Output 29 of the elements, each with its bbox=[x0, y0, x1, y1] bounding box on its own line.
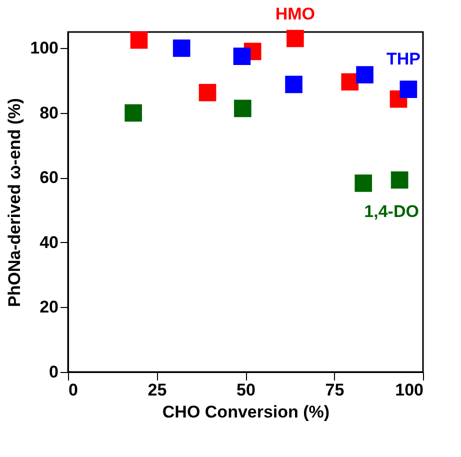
x-tick-label: 75 bbox=[325, 380, 344, 400]
x-tick-label: 25 bbox=[148, 380, 167, 400]
x-tick-label: 50 bbox=[236, 380, 256, 400]
point bbox=[172, 40, 190, 57]
y-tick-label: 60 bbox=[40, 168, 58, 188]
point bbox=[356, 66, 374, 84]
point bbox=[286, 30, 304, 48]
point bbox=[354, 174, 372, 192]
point bbox=[400, 80, 418, 98]
series-label: HMO bbox=[275, 4, 316, 24]
point bbox=[124, 104, 142, 122]
point bbox=[341, 73, 359, 91]
point bbox=[198, 84, 216, 102]
y-tick-label: 40 bbox=[40, 232, 58, 252]
x-axis-title: CHO Conversion (%) bbox=[162, 402, 330, 422]
x-tick-label: 100 bbox=[395, 380, 424, 400]
series-label: THP bbox=[386, 49, 420, 68]
y-axis-title: PhONa-derived ω-end (%) bbox=[5, 98, 24, 307]
series-label: 1,4-DO bbox=[364, 202, 419, 221]
point bbox=[130, 31, 148, 49]
point bbox=[234, 100, 252, 118]
point bbox=[285, 76, 302, 94]
point bbox=[390, 171, 408, 189]
point bbox=[233, 48, 251, 65]
x-tick-label: 0 bbox=[68, 380, 78, 400]
y-tick-label: 0 bbox=[49, 362, 58, 382]
y-tick-label: 20 bbox=[40, 298, 58, 317]
y-tick-label: 100 bbox=[30, 38, 58, 58]
y-tick-label: 80 bbox=[40, 103, 58, 122]
